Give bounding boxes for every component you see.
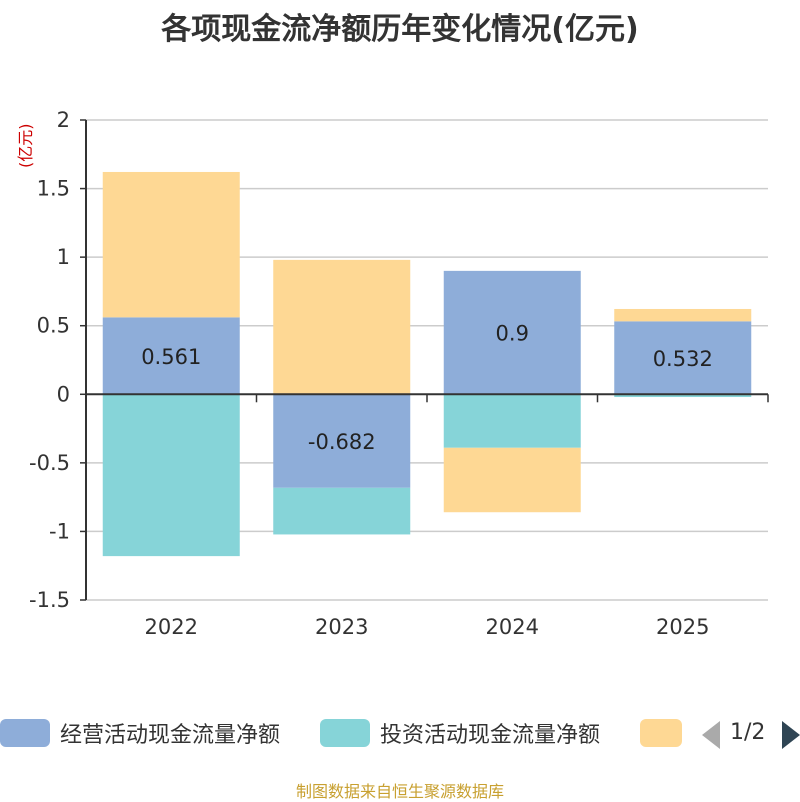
bar-2025-series-2[interactable] <box>614 394 752 398</box>
bar-2023-series-3[interactable] <box>273 259 411 395</box>
x-tick-label-2024: 2024 <box>486 615 539 639</box>
bar-2022-series-2[interactable] <box>102 394 240 557</box>
bar-2023-series-2[interactable] <box>273 487 411 535</box>
bar-2022-series-1[interactable] <box>102 317 240 395</box>
legend-next-page-arrow-icon[interactable] <box>782 721 800 749</box>
y-tick-label: 1 <box>57 245 70 269</box>
legend-swatch-third-series <box>640 719 682 747</box>
legend: 经营活动现金流量净额 投资活动现金流量净额 1/2 <box>0 712 800 756</box>
bar-2024-series-1[interactable] <box>443 270 581 395</box>
y-tick-label: 2 <box>57 108 70 132</box>
data-label-2022: 0.561 <box>141 345 201 369</box>
legend-label-investing: 投资活动现金流量净额 <box>380 723 601 748</box>
data-label-2024: 0.9 <box>496 322 529 346</box>
bar-2022-series-3[interactable] <box>102 171 240 318</box>
y-tick-label: 1.5 <box>37 177 70 201</box>
legend-page-indicator: 1/2 <box>730 720 766 745</box>
chart-plot: 2 1.5 1 0.5 0 -0.5 -1 -1.5 2022 2023 2024 2025 0.56… <box>29 108 769 639</box>
chart-title: 各项现金流净额历年变化情况(亿元) <box>161 12 639 47</box>
y-tick-label: -0.5 <box>29 451 70 475</box>
legend-item-investing[interactable]: 投资活动现金流量净额 <box>320 718 600 748</box>
bar-2025-series-1[interactable] <box>614 321 752 395</box>
x-tick-label-2022: 2022 <box>145 615 198 639</box>
y-tick-label: 0 <box>57 382 70 406</box>
bar-2024-series-2[interactable] <box>443 394 581 448</box>
bar-2025-series-3[interactable] <box>614 308 752 322</box>
legend-label-operating: 经营活动现金流量净额 <box>60 723 281 748</box>
legend-item-operating[interactable]: 经营活动现金流量净额 <box>0 718 280 748</box>
legend-swatch-investing <box>320 719 370 747</box>
x-tick-label-2023: 2023 <box>315 615 368 639</box>
y-tick-label: -1.5 <box>29 588 70 612</box>
source-note: 制图数据来自恒生聚源数据库 <box>295 782 504 801</box>
bar-2023-series-1[interactable] <box>273 394 411 488</box>
x-tick-label-2025: 2025 <box>656 615 709 639</box>
legend-swatch-operating <box>0 719 50 747</box>
data-label-2023: -0.682 <box>308 430 376 454</box>
bar-2024-series-3[interactable] <box>443 447 581 513</box>
y-tick-label: 0.5 <box>37 314 70 338</box>
y-tick-label: -1 <box>49 519 70 543</box>
legend-prev-page-arrow-icon[interactable] <box>702 721 720 749</box>
legend-item-third-series[interactable] <box>640 718 682 748</box>
data-label-2025: 0.532 <box>653 347 713 371</box>
